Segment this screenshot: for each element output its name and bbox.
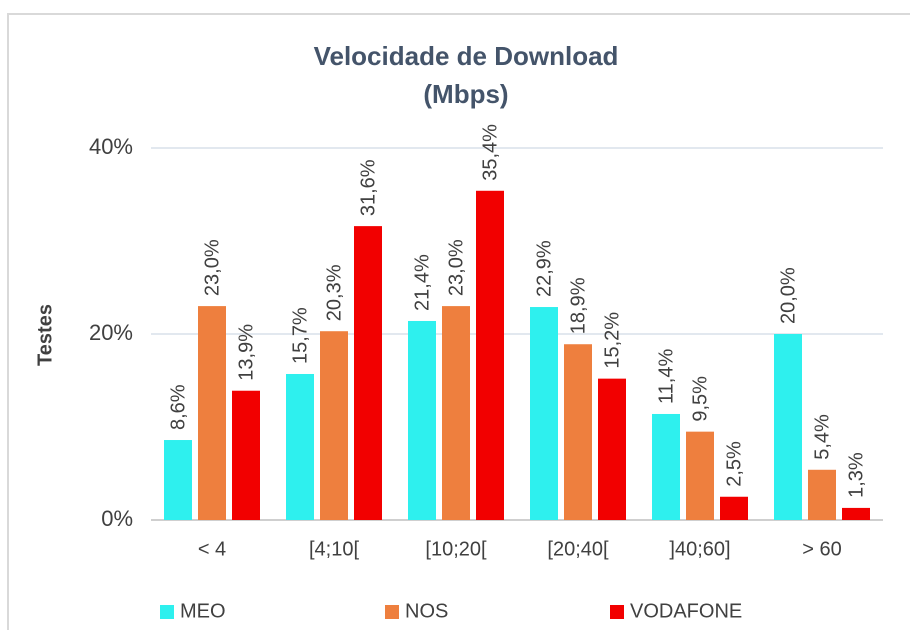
bar [842, 507, 870, 520]
bar [720, 496, 748, 520]
data-label: 13,9% [235, 324, 257, 381]
legend-swatch [160, 605, 174, 619]
data-label: 2,5% [723, 441, 745, 487]
data-label: 9,5% [689, 376, 711, 422]
data-label: 15,2% [601, 312, 623, 369]
y-tick-label: 40% [89, 134, 133, 159]
bar [686, 431, 714, 520]
data-label: 15,7% [289, 307, 311, 364]
chart-title: Velocidade de Download [314, 41, 619, 71]
x-tick-label: ]40;60] [669, 538, 730, 560]
data-label: 22,9% [533, 240, 555, 297]
legend-swatch [385, 605, 399, 619]
data-label: 21,4% [411, 254, 433, 311]
data-label: 23,0% [201, 239, 223, 296]
legend-swatch [610, 605, 624, 619]
y-axis-label: Testes [34, 304, 56, 366]
data-label: 11,4% [655, 349, 677, 404]
bar [598, 378, 626, 520]
data-label: 1,3% [845, 452, 867, 498]
bar [476, 190, 504, 520]
bar [198, 306, 226, 520]
y-tick-label: 20% [89, 320, 133, 345]
bar [354, 226, 382, 520]
data-label: 8,6% [167, 384, 189, 430]
x-tick-label: [20;40[ [547, 538, 609, 560]
chart-title: (Mbps) [423, 79, 508, 109]
data-label: 35,4% [479, 124, 501, 181]
bar [286, 373, 314, 520]
bar [774, 334, 802, 520]
bar [442, 306, 470, 520]
data-label: 18,9% [567, 277, 589, 334]
legend-label: NOS [405, 600, 448, 622]
bar [564, 344, 592, 520]
data-label: 20,3% [323, 264, 345, 321]
y-tick-label: 0% [101, 506, 133, 531]
bar [808, 469, 836, 520]
legend-label: VODAFONE [630, 600, 742, 622]
legend-label: MEO [180, 600, 226, 622]
x-tick-label: [10;20[ [425, 538, 487, 560]
data-label: 31,6% [357, 159, 379, 216]
bar [652, 413, 680, 520]
data-label: 23,0% [445, 239, 467, 296]
data-label: 20,0% [777, 267, 799, 324]
bar [408, 320, 436, 520]
bar [320, 331, 348, 520]
x-tick-label: < 4 [198, 538, 226, 560]
frame [7, 13, 910, 630]
bar [530, 307, 558, 520]
data-label: 5,4% [811, 414, 833, 460]
x-tick-label: > 60 [802, 538, 841, 560]
bar [232, 390, 260, 520]
x-tick-label: [4;10[ [309, 538, 359, 560]
bar [164, 440, 192, 520]
